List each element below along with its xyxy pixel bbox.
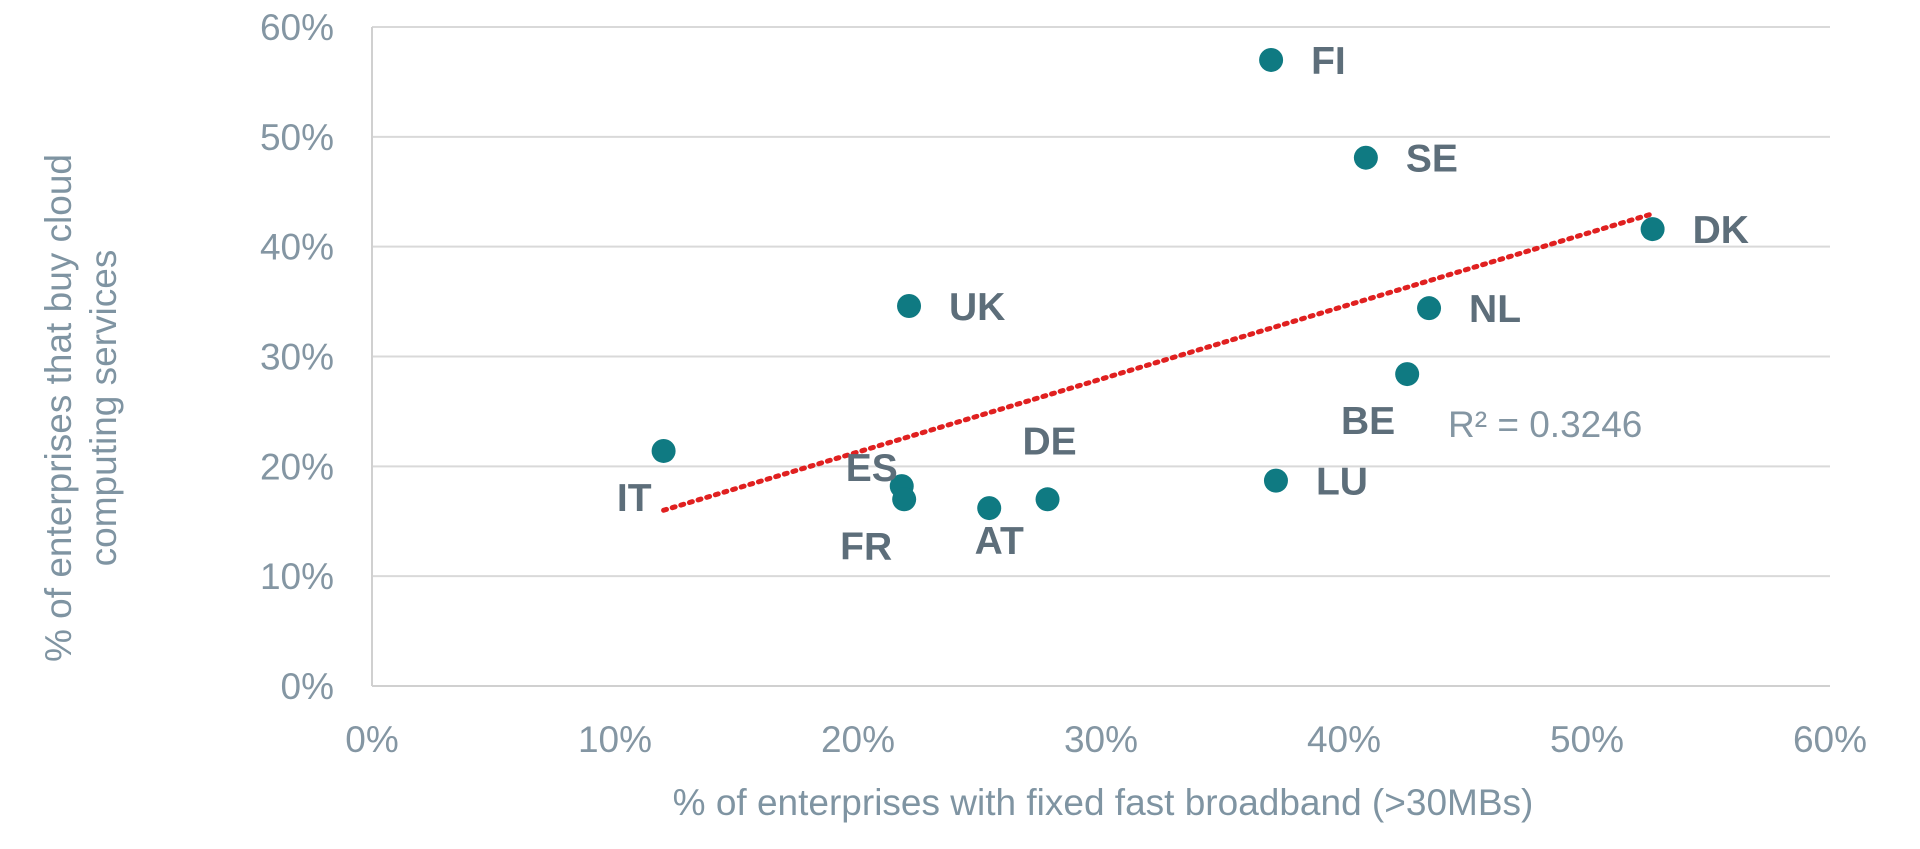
data-point-be <box>1395 362 1420 387</box>
point-label-es: ES <box>846 447 898 490</box>
point-label-nl: NL <box>1469 288 1521 331</box>
x-tick-label: 10% <box>578 719 652 760</box>
point-label-de: DE <box>1022 420 1076 463</box>
trendline <box>661 211 1656 513</box>
data-point-at <box>977 496 1002 521</box>
x-axis-title: % of enterprises with fixed fast broadba… <box>673 782 1534 823</box>
data-points <box>651 47 1665 521</box>
point-label-uk: UK <box>949 286 1005 329</box>
data-point-fi <box>1259 47 1284 72</box>
point-label-se: SE <box>1406 138 1458 181</box>
y-tick-label: 40% <box>260 227 334 268</box>
trendline-group <box>661 211 1656 513</box>
y-tick-label: 20% <box>260 446 334 487</box>
data-point-fr <box>892 487 917 512</box>
data-point-it <box>651 438 676 463</box>
point-label-dk: DK <box>1693 209 1749 252</box>
r-squared-label: R² = 0.3246 <box>1448 404 1642 445</box>
y-tick-label: 50% <box>260 117 334 158</box>
x-tick-label: 20% <box>821 719 895 760</box>
y-tick-label: 10% <box>260 556 334 597</box>
data-point-nl <box>1417 296 1442 321</box>
x-axis-ticks: 0% 10% 20% 30% 40% 50% 60% <box>345 719 1867 760</box>
gridlines <box>372 26 1830 578</box>
data-point-de <box>1035 487 1060 512</box>
point-label-be: BE <box>1341 400 1395 443</box>
data-point-se <box>1353 145 1378 170</box>
y-tick-label: 30% <box>260 337 334 378</box>
point-label-lu: LU <box>1316 461 1368 504</box>
data-point-uk <box>897 293 922 318</box>
x-tick-label: 0% <box>345 719 398 760</box>
point-label-fr: FR <box>840 525 892 568</box>
x-tick-label: 60% <box>1793 719 1867 760</box>
point-label-at: AT <box>975 520 1024 563</box>
y-axis-title: % of enterprises that buy cloud computin… <box>38 154 124 662</box>
y-axis-title-line-1: % of enterprises that buy cloud <box>38 154 79 662</box>
point-labels: FI SE DK UK NL BE IT ES FR AT DE LU <box>617 40 1749 568</box>
axes <box>371 27 1830 687</box>
y-axis-title-line-2: computing services <box>83 250 124 567</box>
point-label-fi: FI <box>1311 40 1346 83</box>
data-point-dk <box>1640 217 1665 242</box>
data-point-lu <box>1263 468 1288 493</box>
point-label-it: IT <box>617 477 652 520</box>
y-tick-label: 60% <box>260 7 334 48</box>
x-tick-label: 50% <box>1550 719 1624 760</box>
x-tick-label: 30% <box>1064 719 1138 760</box>
x-tick-label: 40% <box>1307 719 1381 760</box>
y-axis-ticks: 0% 10% 20% 30% 40% 50% 60% <box>260 7 334 707</box>
y-tick-label: 0% <box>281 666 334 707</box>
